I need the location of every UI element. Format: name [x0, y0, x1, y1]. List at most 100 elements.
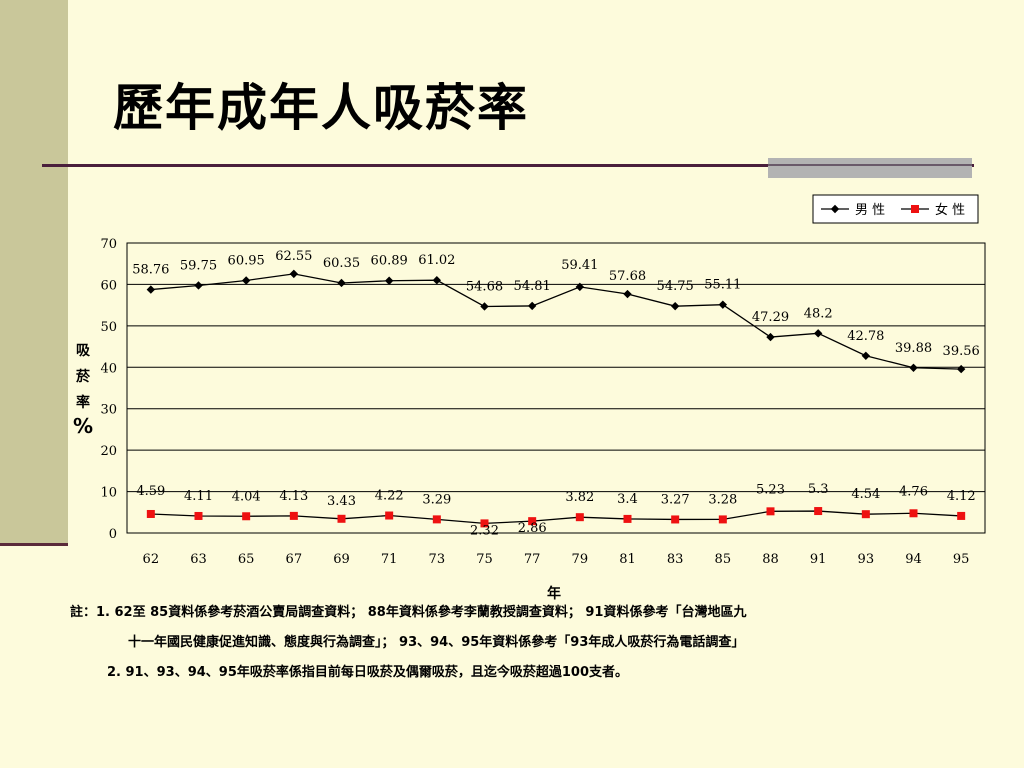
data-label: 60.89	[371, 254, 408, 269]
data-point-male	[480, 302, 489, 311]
data-point-male	[861, 351, 871, 360]
data-point-male	[432, 276, 442, 285]
y-tick-label: 60	[100, 278, 117, 293]
data-point-male	[623, 289, 632, 299]
x-tick-label: 94	[905, 552, 922, 567]
legend-label-male: 男 性	[855, 203, 885, 218]
data-label: 4.22	[375, 489, 404, 504]
data-point-female	[909, 509, 918, 518]
data-label: 4.12	[947, 489, 976, 504]
title-divider	[42, 164, 974, 167]
data-point-male	[289, 269, 299, 279]
x-tick-label: 81	[619, 552, 636, 567]
title-accent-line	[768, 164, 972, 166]
data-label: 3.82	[565, 490, 594, 505]
data-point-male	[384, 276, 394, 285]
legend-label-female: 女 性	[935, 202, 965, 218]
legend-marker-male	[830, 204, 840, 214]
data-label: 61.02	[418, 253, 455, 268]
data-point-male	[718, 300, 728, 309]
data-label: 5.23	[756, 482, 785, 497]
footnote-line-2: 十一年國民健康促進知識、態度與行為調查」； 93、94、95年資料係參考「93年…	[128, 635, 745, 650]
data-label: 3.4	[617, 492, 638, 507]
data-label: 5.3	[808, 482, 829, 497]
data-point-female	[528, 517, 537, 526]
x-tick-label: 95	[953, 552, 970, 567]
x-tick-label: 77	[524, 552, 541, 567]
data-point-male	[337, 278, 346, 288]
data-point-female	[432, 515, 441, 524]
x-tick-label: 63	[190, 552, 207, 567]
x-tick-label: 65	[238, 552, 255, 567]
y-tick-label: 10	[100, 486, 117, 501]
y-tick-label: 30	[100, 403, 117, 418]
x-tick-label: 67	[286, 552, 303, 567]
data-label: 39.88	[895, 341, 932, 356]
data-label: 59.41	[561, 258, 598, 273]
legend-marker-female	[911, 205, 919, 213]
y-tick-label: 40	[100, 361, 117, 376]
data-point-female	[146, 509, 155, 518]
data-label: 3.29	[422, 492, 451, 507]
y-axis-title-char: %	[73, 414, 93, 438]
data-label: 4.54	[851, 487, 880, 502]
data-point-female	[242, 512, 251, 521]
x-tick-label: 88	[762, 552, 779, 567]
data-point-female	[861, 510, 870, 519]
data-label: 42.78	[847, 329, 884, 344]
x-tick-label: 71	[381, 552, 398, 567]
data-point-male	[670, 301, 680, 311]
x-axis-title: 年	[547, 585, 561, 600]
data-label: 2.86	[518, 521, 547, 536]
data-label: 60.35	[323, 256, 360, 271]
x-tick-label: 79	[572, 552, 589, 567]
y-axis-title-char: 率	[76, 394, 90, 411]
y-tick-label: 0	[109, 527, 117, 542]
data-point-female	[385, 511, 394, 520]
data-point-male	[527, 301, 537, 311]
data-point-female	[718, 515, 727, 524]
data-label: 39.56	[943, 344, 980, 359]
series-line-male	[150, 273, 962, 370]
data-point-female	[289, 511, 298, 520]
y-tick-label: 70	[100, 237, 117, 252]
data-point-male	[956, 364, 966, 374]
data-point-male	[909, 363, 918, 372]
y-tick-label: 50	[100, 320, 117, 335]
data-point-female	[957, 511, 966, 520]
x-tick-label: 91	[810, 552, 827, 567]
x-tick-label: 69	[333, 552, 350, 567]
x-tick-label: 75	[476, 552, 493, 567]
plot-area	[126, 242, 986, 534]
data-label: 54.68	[466, 279, 503, 294]
data-label: 57.68	[609, 269, 646, 284]
data-label: 3.43	[327, 494, 356, 509]
data-point-female	[337, 514, 346, 523]
data-label: 4.04	[232, 489, 261, 504]
data-point-female	[575, 513, 584, 522]
footnote-line-3: 2. 91、93、94、95年吸菸率係指目前每日吸菸及偶爾吸菸，且迄今吸菸超過1…	[107, 665, 629, 680]
data-label: 58.76	[132, 263, 169, 278]
data-label: 48.2	[804, 306, 833, 321]
data-point-female	[671, 515, 680, 524]
data-label: 4.13	[279, 489, 308, 504]
series-line-female	[150, 510, 962, 525]
data-label: 3.28	[708, 492, 737, 507]
data-label: 47.29	[752, 310, 789, 325]
data-label: 54.75	[657, 279, 694, 294]
y-axis-title-char: 菸	[76, 368, 91, 385]
data-label: 3.27	[661, 492, 690, 507]
y-axis-title-char: 吸	[76, 343, 91, 359]
y-tick-label: 20	[100, 444, 117, 459]
data-point-female	[766, 507, 775, 516]
x-tick-label: 93	[858, 552, 875, 567]
data-label: 60.95	[228, 253, 265, 268]
data-point-male	[241, 276, 251, 285]
data-point-male	[766, 332, 775, 342]
data-label: 54.81	[514, 279, 551, 294]
side-decoration-rule	[0, 543, 68, 546]
footnote-line-1: 註：1. 62至 85資料係參考菸酒公賣局調查資料； 88年資料係參考李蘭教授調…	[70, 605, 747, 620]
footnotes: 註：1. 62至 85資料係參考菸酒公賣局調查資料； 88年資料係參考李蘭教授調…	[70, 598, 1010, 688]
data-label: 4.59	[136, 484, 165, 499]
data-label: 59.75	[180, 258, 217, 273]
